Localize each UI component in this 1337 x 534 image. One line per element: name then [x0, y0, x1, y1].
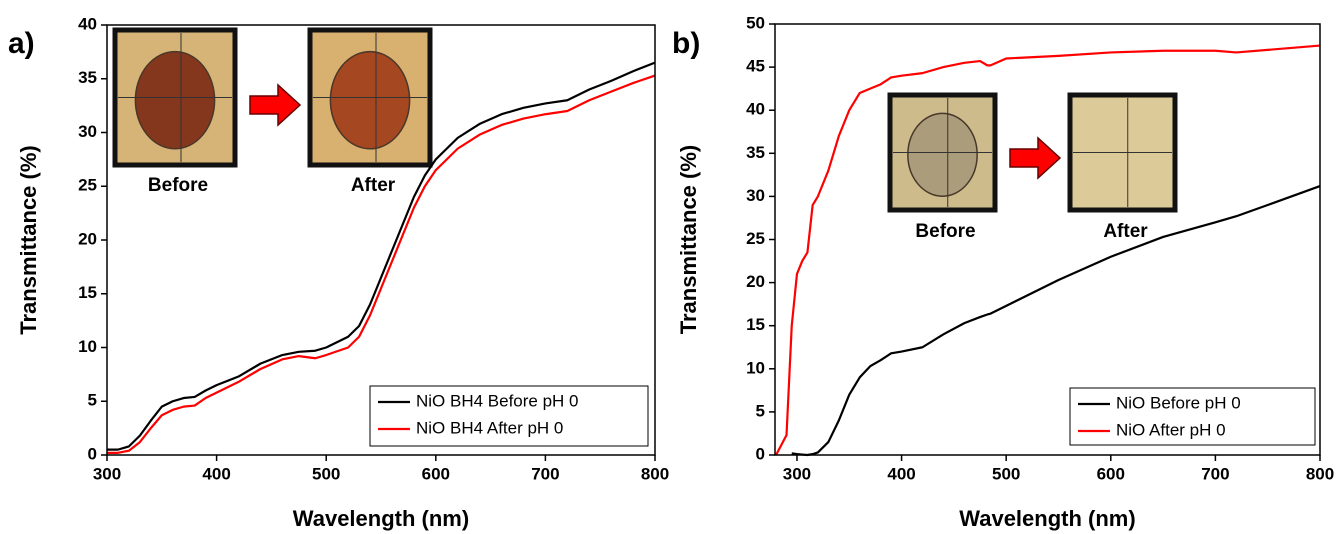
inset-label: Before: [148, 175, 208, 196]
y-tick-label: 10: [78, 337, 97, 356]
y-tick-label: 10: [746, 358, 765, 377]
series-line: [107, 61, 656, 451]
legend-label: NiO BH4 Before pH 0: [416, 391, 579, 410]
x-tick-label: 400: [202, 464, 230, 483]
y-axis-title: Transmittance (%): [676, 145, 701, 335]
photo-spot: [329, 50, 411, 150]
series-line: [791, 185, 1321, 457]
y-tick-label: 0: [756, 444, 765, 463]
inset-label: After: [1103, 221, 1148, 242]
series-line: [107, 74, 656, 454]
photo-spot: [134, 50, 216, 150]
y-tick-label: 20: [78, 229, 97, 248]
y-tick-label: 20: [746, 272, 765, 291]
panel-label: b): [672, 27, 700, 60]
arrow: [249, 83, 302, 127]
y-tick-label: 15: [746, 315, 765, 334]
x-tick-label: 400: [887, 464, 915, 483]
y-tick-label: 40: [746, 100, 765, 119]
x-tick-label: 500: [992, 464, 1020, 483]
y-tick-label: 5: [756, 401, 765, 420]
y-tick-label: 15: [78, 283, 97, 302]
y-tick-label: 0: [88, 444, 97, 463]
y-tick-label: 30: [746, 186, 765, 205]
plot-frame: [106, 24, 656, 456]
y-tick-label: 25: [746, 229, 765, 248]
x-tick-label: 700: [531, 464, 559, 483]
x-tick-label: 800: [1306, 464, 1334, 483]
x-axis-title: Wavelength (nm): [293, 506, 469, 531]
y-tick-label: 25: [78, 176, 97, 195]
y-axis-title: Transmittance (%): [16, 145, 41, 335]
series-line: [775, 44, 1321, 456]
legend-label: NiO Before pH 0: [1116, 393, 1241, 412]
x-tick-label: 600: [422, 464, 450, 483]
y-tick-label: 45: [746, 57, 765, 76]
photo-spot: [907, 112, 978, 197]
legend-label: NiO After pH 0: [1116, 420, 1226, 439]
x-tick-label: 700: [1201, 464, 1229, 483]
x-tick-label: 500: [312, 464, 340, 483]
x-axis-title: Wavelength (nm): [959, 506, 1135, 531]
y-tick-label: 40: [78, 14, 97, 33]
x-tick-label: 600: [1097, 464, 1125, 483]
x-tick-label: 300: [783, 464, 811, 483]
arrow: [1009, 136, 1062, 180]
y-tick-label: 5: [88, 391, 97, 410]
inset-label: After: [351, 175, 396, 196]
plot-frame: [774, 23, 1321, 456]
x-tick-label: 300: [93, 464, 121, 483]
y-tick-label: 35: [746, 143, 765, 162]
inset-label: Before: [915, 221, 975, 242]
panel-label: a): [8, 27, 35, 60]
y-tick-label: 50: [746, 13, 765, 32]
legend-box: [1069, 387, 1316, 446]
y-tick-label: 30: [78, 122, 97, 141]
legend-box: [369, 385, 649, 447]
x-tick-label: 800: [641, 464, 669, 483]
y-tick-label: 35: [78, 68, 97, 87]
legend-label: NiO BH4 After pH 0: [416, 418, 563, 437]
